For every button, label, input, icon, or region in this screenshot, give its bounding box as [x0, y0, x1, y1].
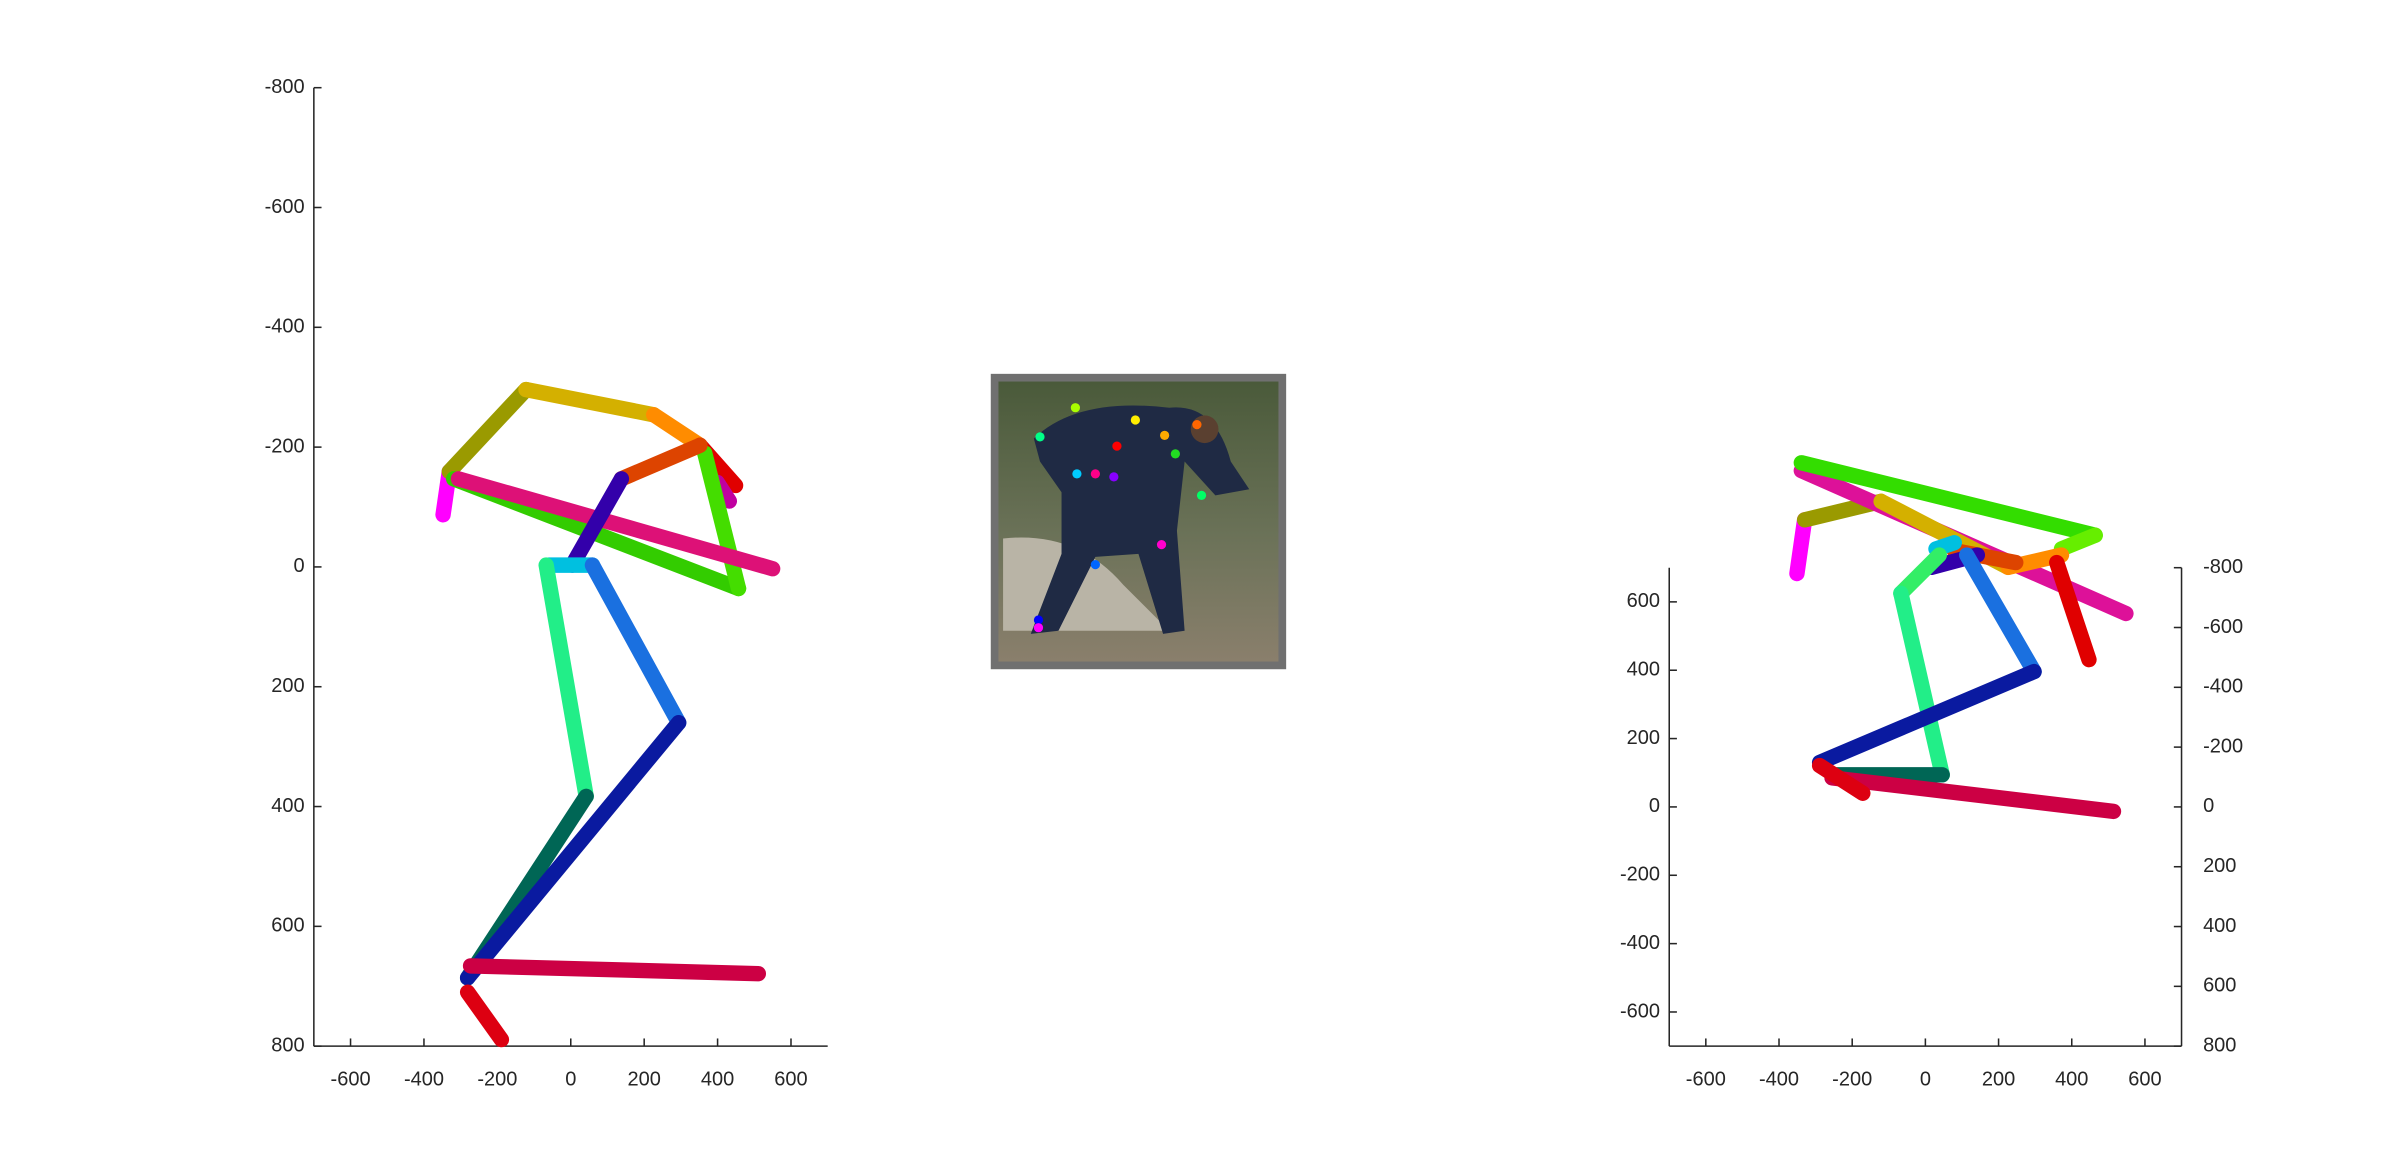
y-tick-label: 400	[1627, 659, 1660, 681]
y2-tick-label: 600	[2203, 975, 2236, 997]
bone	[1893, 585, 1950, 783]
y-tick-label: -800	[265, 76, 305, 98]
y-tick-label: 600	[271, 915, 304, 937]
bone	[1793, 455, 2103, 543]
x-tick-label: -600	[331, 1068, 371, 1090]
bone	[441, 381, 534, 480]
y2-tick-label: -600	[2203, 616, 2243, 638]
bone	[1811, 757, 1871, 801]
y-tick-label: -600	[1620, 1000, 1660, 1022]
bone	[450, 471, 781, 577]
x-tick-label: 0	[1920, 1068, 1931, 1090]
keypoint	[1112, 441, 1122, 451]
y2-tick-label: 200	[2203, 855, 2236, 877]
y-tick-label: 800	[271, 1034, 304, 1056]
bone	[462, 958, 767, 982]
y2-tick-label: -200	[2203, 735, 2243, 757]
y-tick-label: -600	[265, 196, 305, 218]
bone	[518, 381, 662, 423]
bone	[1959, 547, 2042, 680]
x-tick-label: -200	[477, 1068, 517, 1090]
bone	[584, 557, 687, 731]
bone	[1789, 512, 1813, 582]
bone	[1893, 547, 1947, 602]
bone	[697, 445, 747, 597]
photo-person	[1030, 405, 1250, 634]
keypoint	[1070, 403, 1080, 413]
keypoint	[1090, 560, 1100, 570]
keypoint	[1090, 469, 1100, 479]
keypoint	[1035, 432, 1045, 442]
keypoint	[1072, 469, 1082, 479]
x-tick-label: 600	[2128, 1068, 2161, 1090]
bone	[646, 407, 708, 454]
x-tick-label: 600	[774, 1068, 807, 1090]
bone	[2053, 527, 2103, 557]
y-tick-label: -400	[265, 316, 305, 338]
y-tick-label: 200	[271, 675, 304, 697]
keypoint	[1156, 540, 1167, 550]
keypoint	[1109, 472, 1119, 482]
x-tick-label: 200	[1982, 1068, 2015, 1090]
photo-head	[1190, 415, 1219, 444]
keypoint	[1192, 420, 1202, 430]
bone	[538, 557, 594, 805]
x-tick-label: -600	[1686, 1068, 1726, 1090]
x-tick-label: 400	[701, 1068, 734, 1090]
x-tick-label: -400	[1759, 1068, 1799, 1090]
input-photo	[990, 373, 1287, 670]
y-tick-label: 200	[1627, 727, 1660, 749]
y2-tick-label: 400	[2203, 915, 2236, 937]
y-tick-label: 0	[1649, 795, 1660, 817]
keypoint	[1170, 449, 1180, 459]
bone	[459, 984, 510, 1048]
bone	[613, 437, 708, 487]
y-tick-label: -200	[265, 435, 305, 457]
x-tick-label: 200	[627, 1068, 660, 1090]
bone	[459, 714, 687, 986]
x-tick-label: -400	[404, 1068, 444, 1090]
keypoint	[1033, 615, 1044, 625]
keypoint	[1130, 415, 1140, 425]
x-tick-label: -200	[1832, 1068, 1872, 1090]
keypoint	[1196, 490, 1207, 500]
bone	[1824, 770, 2122, 820]
bone	[1811, 663, 2042, 771]
photo-keypoints	[1033, 403, 1207, 633]
x-tick-label: 400	[2055, 1068, 2088, 1090]
bone	[564, 471, 630, 573]
y2-tick-label: 0	[2203, 795, 2214, 817]
y-tick-label: 400	[271, 795, 304, 817]
y2-tick-label: 800	[2203, 1034, 2236, 1056]
keypoint	[1160, 430, 1170, 440]
bone	[2049, 554, 2097, 668]
y2-tick-label: -800	[2203, 556, 2243, 578]
y2-tick-label: -400	[2203, 676, 2243, 698]
y-tick-label: 600	[1627, 590, 1660, 612]
y-tick-label: -200	[1620, 864, 1660, 886]
y-tick-label: 0	[293, 555, 304, 577]
keypoint	[1033, 623, 1044, 633]
x-tick-label: 0	[565, 1068, 576, 1090]
y-tick-label: -400	[1620, 932, 1660, 954]
